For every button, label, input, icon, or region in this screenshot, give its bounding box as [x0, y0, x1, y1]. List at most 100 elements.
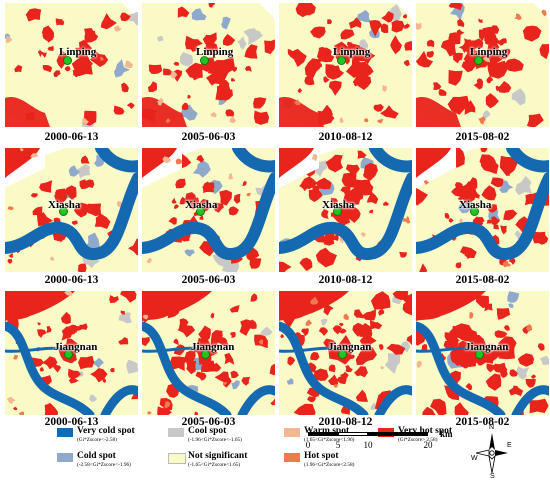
site-label: Xiasha: [48, 199, 81, 211]
panel-date: 2000-06-13: [44, 131, 99, 143]
river-very-cold-spot: [100, 385, 138, 415]
legend-range: (-1.96<Gi*Zscore<-1.65): [188, 437, 242, 443]
panel-date: 2000-06-13: [44, 274, 99, 286]
river-very-cold-spot: [369, 148, 412, 173]
site-label: Linping: [59, 46, 97, 58]
legend-label: Cold spot: [77, 451, 116, 461]
scale-tick: 20: [423, 440, 433, 450]
scale-unit: km: [440, 429, 453, 439]
site-marker-icon: [333, 207, 342, 216]
legend-range: (Gi*Zscore<-2.58): [77, 437, 117, 443]
site-marker-icon: [201, 350, 210, 359]
map-panel-linping-3: Linping: [416, 3, 549, 127]
legend-range: (Gi*Zscore> 2.58): [398, 437, 438, 443]
river-very-cold-spot: [95, 148, 138, 173]
panel-date: 2010-08-12: [318, 274, 373, 286]
panel-date: 2000-06-13: [44, 416, 99, 428]
panel-date: 2015-08-02: [455, 416, 510, 428]
hotspot-map: [142, 3, 275, 127]
site-label: Jiangnan: [465, 341, 509, 353]
scale-segment: [308, 432, 338, 436]
north-arrow: N S E W: [470, 424, 514, 481]
river-very-cold-spot: [279, 321, 369, 415]
site-marker-icon: [200, 56, 209, 65]
legend-swatch: [168, 428, 184, 437]
hotspot-map: [5, 148, 138, 272]
site-marker-icon: [63, 56, 72, 65]
site-marker-icon: [196, 207, 205, 216]
site-label: Jiangnan: [328, 341, 372, 353]
hotspot-map: [416, 148, 549, 272]
scale-segment: [368, 432, 428, 436]
legend-label: Very hot spot: [398, 426, 453, 436]
river-very-cold-spot: [511, 385, 549, 415]
panel-date: 2015-08-02: [455, 274, 510, 286]
scale-segment: [338, 432, 368, 436]
site-label: Xiasha: [185, 199, 218, 211]
legend-range: (1.65<Gi*Zscore<1.96): [304, 437, 355, 443]
river-very-cold-spot: [416, 321, 506, 415]
site-label: Xiasha: [459, 199, 492, 211]
legend-label: Cool spot: [188, 426, 227, 436]
map-panel-jiangnan-3: Jiangnan: [416, 291, 549, 415]
river-very-cold-spot: [5, 321, 95, 415]
river-very-cold-spot: [279, 172, 412, 261]
map-panel-jiangnan-0: Jiangnan: [5, 291, 138, 415]
site-label: Linping: [333, 46, 371, 58]
site-label: Linping: [470, 46, 508, 58]
panel-date: 2005-06-03: [181, 131, 236, 143]
legend-label: Very cold spot: [77, 426, 135, 436]
map-panel-xiasha-0: Xiasha: [5, 148, 138, 272]
site-label: Jiangnan: [54, 341, 98, 353]
legend-range: (-1.65<Gi*Zscore<1.65): [188, 462, 241, 468]
panel-date: 2010-08-12: [318, 131, 373, 143]
river-very-cold-spot: [142, 172, 275, 261]
scale-tick: 0: [305, 440, 311, 450]
map-panel-jiangnan-2: Jiangnan: [279, 291, 412, 415]
hotspot-map: [5, 3, 138, 127]
map-panel-grid: Linping 2000-06-13 Linping 2005-06-03 Linpin…: [5, 3, 549, 428]
legend-swatch: [284, 428, 300, 437]
river-very-cold-spot: [142, 321, 232, 415]
river-very-cold-spot: [232, 148, 275, 173]
scale-tick: 10: [363, 440, 373, 450]
map-panel-linping-0: Linping: [5, 3, 138, 127]
site-marker-icon: [474, 56, 483, 65]
river-very-cold-spot: [237, 385, 275, 415]
site-label: Linping: [196, 46, 234, 58]
scale-tick: 5: [335, 440, 341, 450]
site-label: Xiasha: [322, 199, 355, 211]
compass-rose-icon: [475, 433, 508, 474]
map-panel-linping-1: Linping: [142, 3, 275, 127]
site-label: Jiangnan: [191, 341, 235, 353]
hotspot-map: [279, 3, 412, 127]
legend-range: (-2.58<Gi*Zscore<-1.96): [77, 462, 131, 468]
legend-label: Warm spot: [304, 426, 350, 436]
legend-swatch: [57, 453, 73, 462]
river-very-cold-spot: [506, 148, 549, 173]
site-marker-icon: [337, 56, 346, 65]
panel-date: 2005-06-03: [181, 274, 236, 286]
legend-label: Hot spot: [304, 451, 339, 461]
map-panel-xiasha-3: Xiasha: [416, 148, 549, 272]
site-marker-icon: [59, 207, 68, 216]
hotspot-map: [142, 148, 275, 272]
legend: Very cold spot (Gi*Zscore<-2.58) Cold spot…: [0, 425, 550, 483]
legend-range: (1.96<Gi*Zscore<2.58): [304, 462, 355, 468]
legend-swatch: [57, 428, 73, 437]
river-very-cold-spot: [5, 172, 138, 261]
river-very-cold-spot: [374, 385, 412, 415]
map-panel-xiasha-2: Xiasha: [279, 148, 412, 272]
hotspot-map: [279, 148, 412, 272]
panel-date: 2010-08-12: [318, 416, 373, 428]
compass-n: N: [489, 424, 495, 431]
legend-label: Not significant: [188, 451, 248, 461]
legend-swatch: [284, 453, 300, 462]
map-panel-xiasha-1: Xiasha: [142, 148, 275, 272]
not-significant-area: [5, 3, 138, 127]
site-marker-icon: [338, 350, 347, 359]
site-marker-icon: [64, 350, 73, 359]
map-panel-jiangnan-1: Jiangnan: [142, 291, 275, 415]
map-panel-linping-2: Linping: [279, 3, 412, 127]
legend-swatch: [168, 453, 186, 464]
